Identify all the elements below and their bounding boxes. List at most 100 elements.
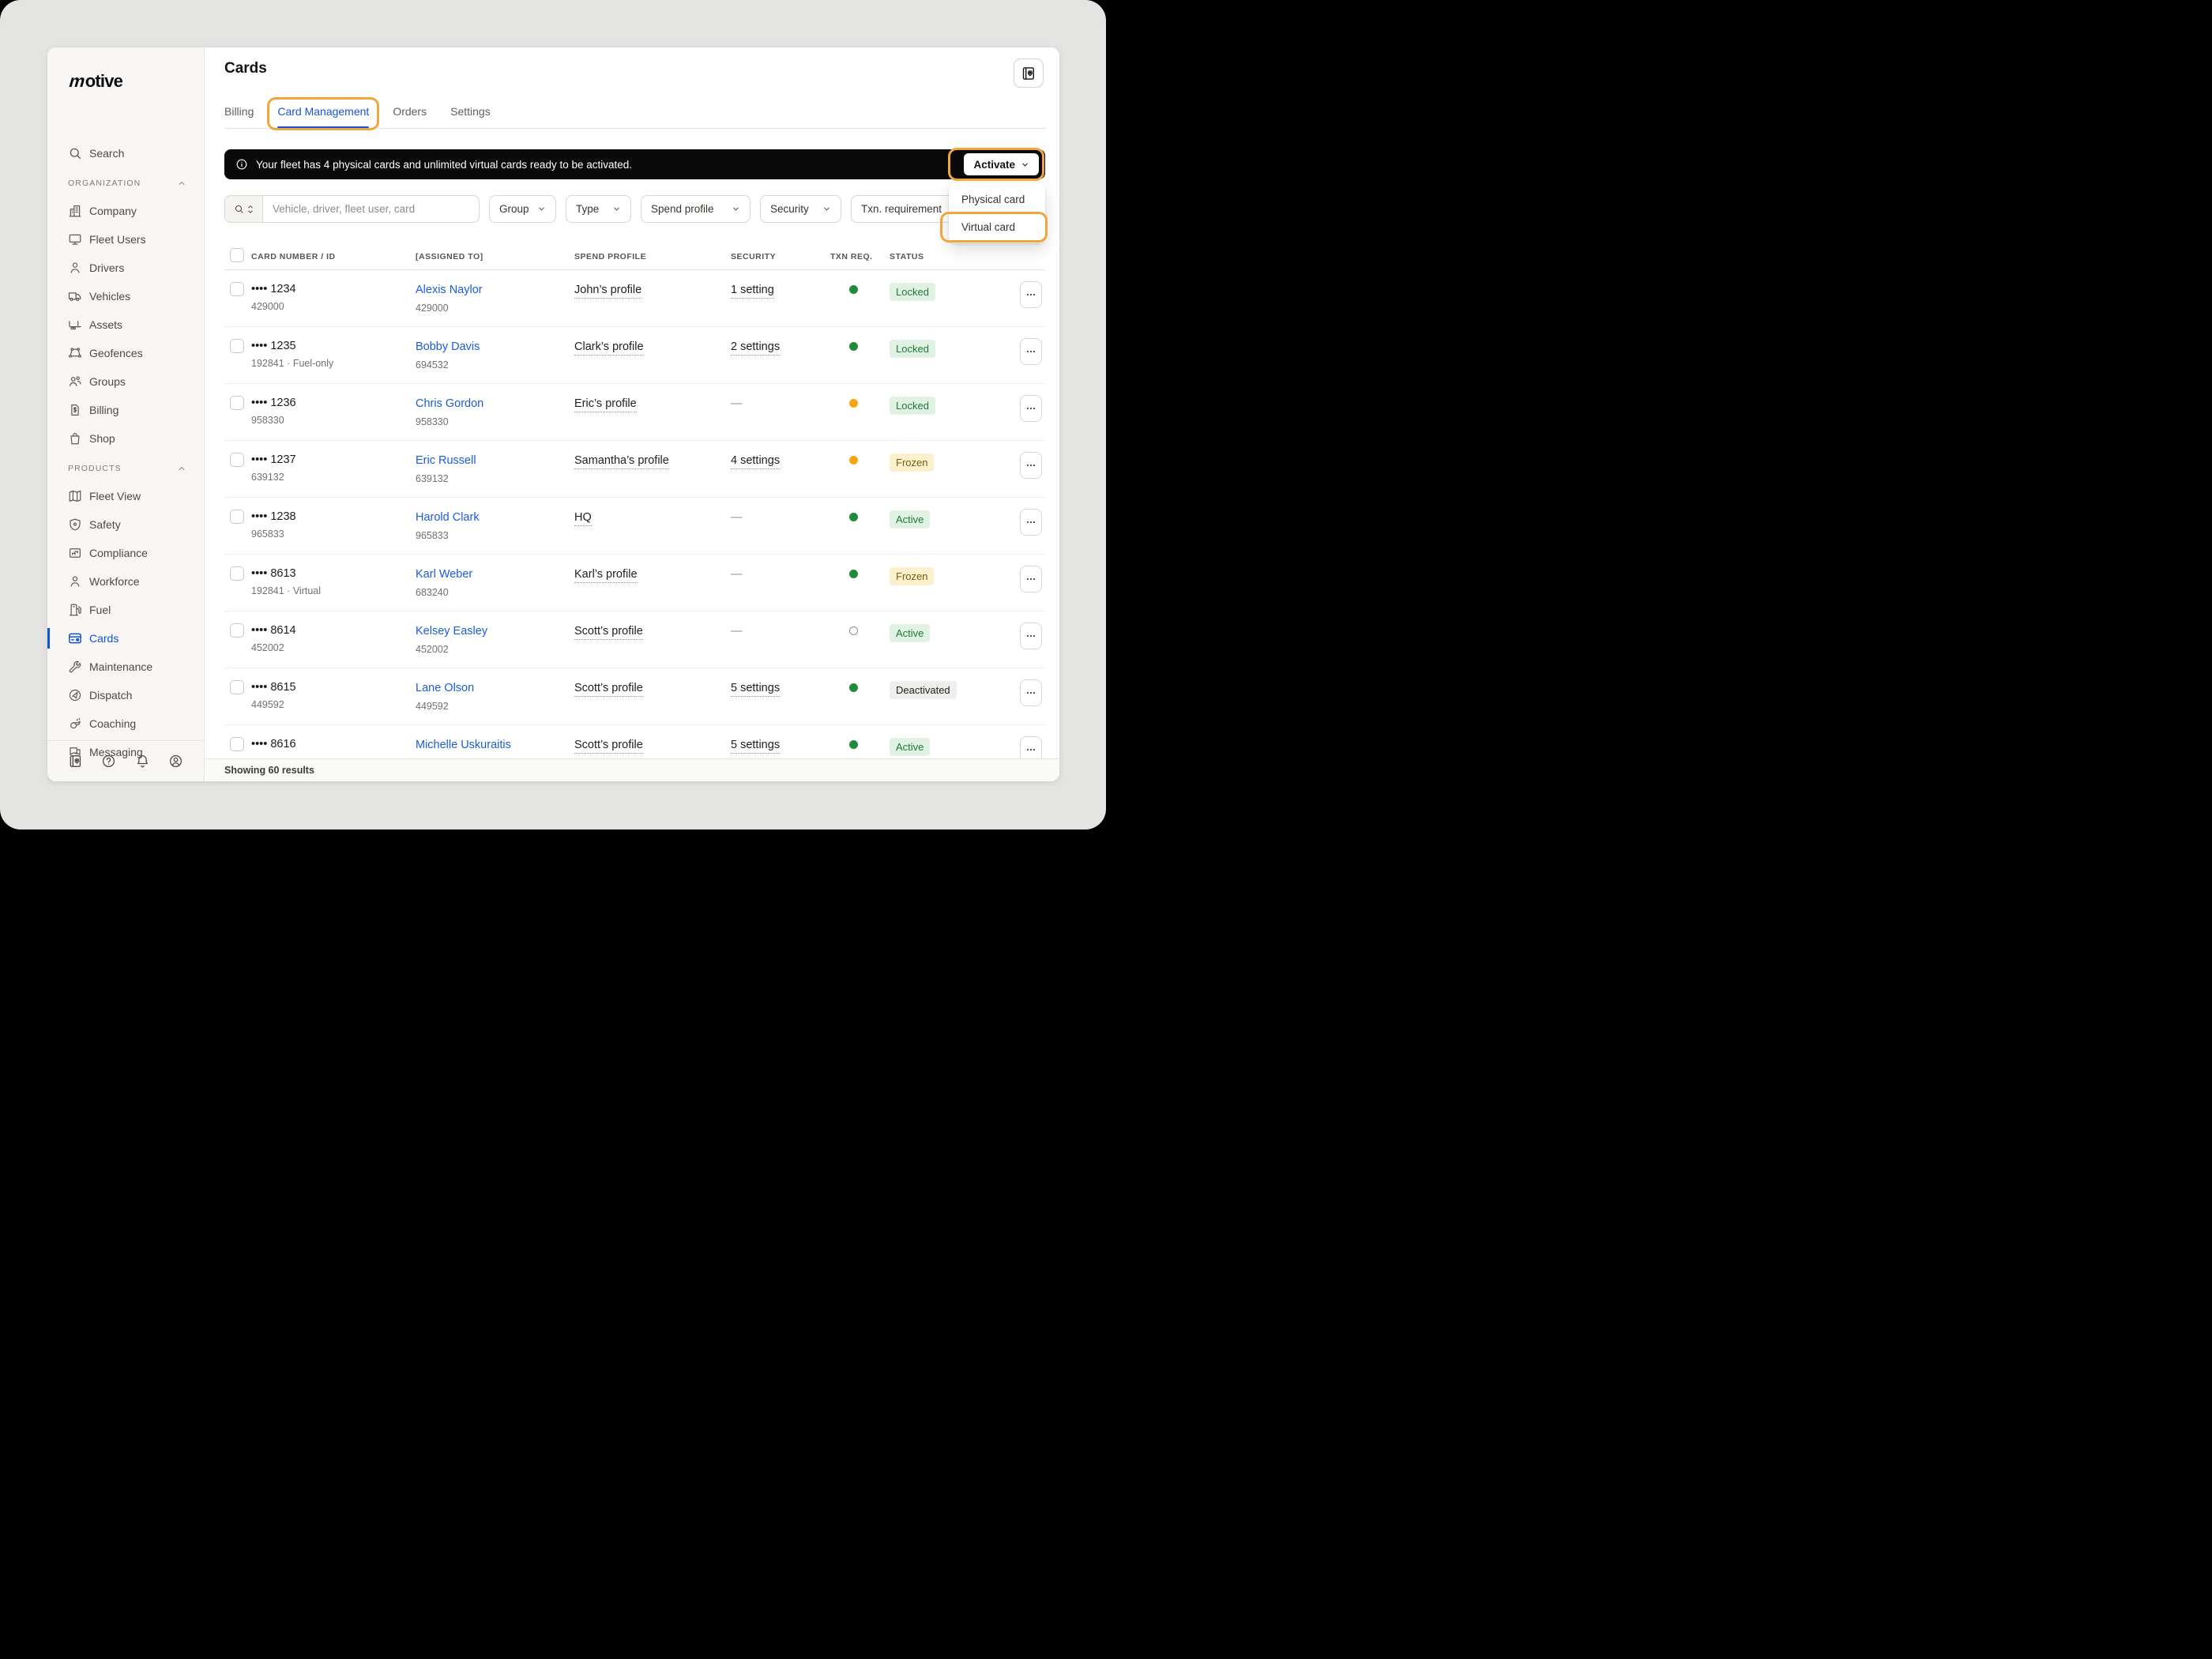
row-checkbox[interactable] (230, 737, 244, 751)
assigned-to-link[interactable]: Michelle Uskuraitis (416, 739, 511, 751)
guide-icon[interactable] (68, 754, 83, 769)
sidebar-section-organization[interactable]: ORGANIZATION (47, 170, 204, 197)
row-actions-button[interactable] (1020, 452, 1042, 479)
row-actions-button[interactable] (1020, 281, 1042, 308)
row-checkbox[interactable] (230, 566, 244, 581)
assigned-to-link[interactable]: Harold Clark (416, 511, 480, 524)
sidebar-item-messaging[interactable]: Messaging (47, 738, 204, 766)
sidebar-item-assets[interactable]: Assets (47, 310, 204, 339)
spend-profile-link[interactable]: John’s profile (574, 284, 642, 299)
row-actions-button[interactable] (1020, 623, 1042, 649)
row-actions-button[interactable] (1020, 395, 1042, 422)
spend-profile-link[interactable]: Eric’s profile (574, 397, 637, 412)
security-filter[interactable]: Security (760, 195, 841, 223)
card-id: 965833 (251, 529, 284, 540)
search-scope-selector[interactable] (225, 196, 263, 222)
menu-item-physical-card[interactable]: Physical card (961, 194, 1025, 205)
assigned-to-link[interactable]: Eric Russell (416, 454, 476, 467)
assigned-to-link[interactable]: Bobby Davis (416, 340, 480, 353)
spend-profile-link[interactable]: Clark’s profile (574, 340, 644, 356)
sidebar-item-geofences[interactable]: Geofences (47, 339, 204, 367)
search-input[interactable] (263, 196, 479, 222)
assigned-id: 429000 (416, 303, 449, 314)
security-link[interactable]: 5 settings (731, 682, 781, 697)
activate-button[interactable]: Activate (948, 148, 1044, 181)
assigned-id: 639132 (416, 473, 449, 484)
security-link[interactable]: 1 setting (731, 284, 774, 299)
row-checkbox[interactable] (230, 453, 244, 467)
spend-profile-link[interactable]: Scott’s profile (574, 682, 643, 697)
sidebar-item-safety[interactable]: Safety (47, 510, 204, 539)
type-filter[interactable]: Type (566, 195, 631, 223)
assigned-to-link[interactable]: Alexis Naylor (416, 284, 483, 296)
main-panel: Cards Billing Card Management Orders Set… (205, 47, 1059, 781)
sidebar-item-vehicles[interactable]: Vehicles (47, 282, 204, 310)
row-checkbox[interactable] (230, 282, 244, 296)
assigned-to-link[interactable]: Chris Gordon (416, 397, 484, 410)
status-badge: Active (890, 510, 931, 529)
app-window: mmotiveotive Search ORGANIZATION Company… (47, 47, 1059, 781)
row-actions-button[interactable] (1020, 509, 1042, 536)
txn-req-indicator (849, 570, 858, 578)
security-link[interactable]: 5 settings (731, 739, 781, 754)
sidebar-item-dispatch[interactable]: Dispatch (47, 681, 204, 709)
spend-profile-link[interactable]: Scott’s profile (574, 739, 643, 754)
ellipsis-icon (1025, 403, 1036, 414)
sidebar-item-coaching[interactable]: Coaching (47, 709, 204, 738)
sidebar-item-fuel[interactable]: Fuel (47, 596, 204, 624)
security-link[interactable]: — (731, 397, 743, 410)
help-icon[interactable] (101, 754, 116, 769)
spend-profile-filter[interactable]: Spend profile (641, 195, 750, 223)
sidebar-item-company[interactable]: Company (47, 197, 204, 225)
row-checkbox[interactable] (230, 623, 244, 638)
sidebar-item-fleet-view[interactable]: Fleet View (47, 482, 204, 510)
security-link[interactable]: 2 settings (731, 340, 781, 356)
card-guide-button[interactable] (1014, 58, 1044, 88)
security-link[interactable]: — (731, 625, 743, 638)
sidebar-item-groups[interactable]: Groups (47, 367, 204, 396)
spend-profile-link[interactable]: Scott’s profile (574, 625, 643, 640)
group-filter[interactable]: Group (489, 195, 556, 223)
sidebar-item-workforce[interactable]: Workforce (47, 567, 204, 596)
sidebar-item-billing[interactable]: Billing (47, 396, 204, 424)
menu-item-virtual-card[interactable]: Virtual card (940, 212, 1048, 243)
ellipsis-icon (1025, 346, 1036, 357)
tab-bar: Billing Card Management Orders Settings (224, 95, 1045, 130)
tab-settings[interactable]: Settings (450, 105, 491, 118)
sidebar-section-products[interactable]: PRODUCTS (47, 455, 204, 482)
spend-profile-link[interactable]: Karl’s profile (574, 568, 638, 583)
security-link[interactable]: — (731, 511, 743, 524)
tab-billing[interactable]: Billing (224, 105, 254, 118)
row-checkbox[interactable] (230, 680, 244, 694)
sidebar-item-compliance[interactable]: Compliance (47, 539, 204, 567)
sidebar-item-shop[interactable]: Shop (47, 424, 204, 453)
sidebar-item-search[interactable]: Search (47, 139, 204, 167)
card-number: •••• 8613 (251, 567, 296, 580)
row-checkbox[interactable] (230, 396, 244, 410)
row-actions-button[interactable] (1020, 338, 1042, 365)
row-actions-button[interactable] (1020, 566, 1042, 592)
row-checkbox[interactable] (230, 339, 244, 353)
row-checkbox[interactable] (230, 510, 244, 524)
tab-card-management[interactable]: Card Management (267, 95, 380, 130)
sidebar-item-drivers[interactable]: Drivers (47, 254, 204, 282)
row-actions-button[interactable] (1020, 679, 1042, 706)
security-link[interactable]: — (731, 568, 743, 581)
status-badge: Locked (890, 397, 935, 415)
select-all-checkbox[interactable] (230, 247, 244, 262)
sidebar-item-cards[interactable]: Cards (47, 624, 204, 653)
table-row: •••• 1236 958330 Chris Gordon 958330 Eric’… (224, 384, 1045, 441)
card-id: 452002 (251, 642, 284, 653)
tab-orders[interactable]: Orders (393, 105, 427, 118)
sidebar-item-fleet-users[interactable]: Fleet Users (47, 225, 204, 254)
notifications-icon[interactable] (135, 754, 150, 769)
assigned-to-link[interactable]: Kelsey Easley (416, 625, 488, 638)
assigned-to-link[interactable]: Lane Olson (416, 682, 475, 694)
spend-profile-link[interactable]: HQ (574, 511, 592, 526)
assigned-to-link[interactable]: Karl Weber (416, 568, 473, 581)
motive-logo: mmotiveotive (66, 71, 123, 91)
account-icon[interactable] (168, 754, 183, 769)
sidebar-item-maintenance[interactable]: Maintenance (47, 653, 204, 681)
security-link[interactable]: 4 settings (731, 454, 781, 469)
spend-profile-link[interactable]: Samantha’s profile (574, 454, 669, 469)
